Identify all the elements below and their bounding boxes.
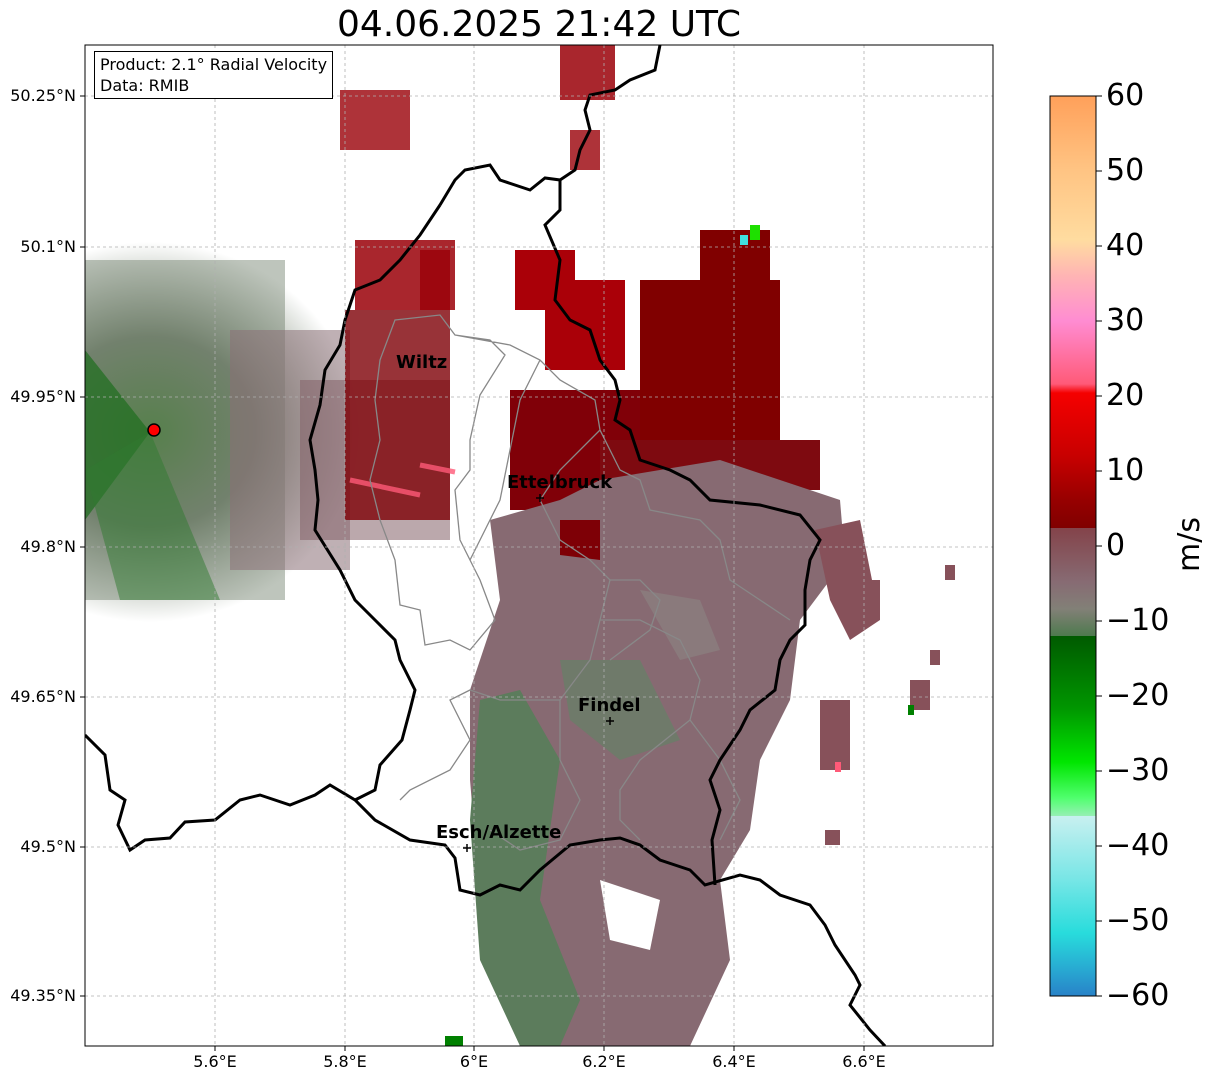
colorbar-tick-label: −50 (1106, 903, 1170, 938)
colorbar (1049, 95, 1097, 997)
canton-boundaries (369, 314, 791, 851)
city-label-esch-alzette: Esch/Alzette (436, 822, 561, 843)
lat-label: 50.25°N (10, 86, 76, 105)
colorbar-tick-label: −20 (1106, 678, 1170, 713)
product-label: Product: 2.1° Radial Velocity (100, 55, 328, 74)
lat-label: 49.95°N (10, 387, 76, 406)
lon-label: 6.6°E (842, 1052, 886, 1071)
lat-label: 49.8°N (20, 537, 76, 556)
lat-label: 49.35°N (10, 986, 76, 1005)
lat-label: 49.5°N (20, 837, 76, 856)
colorbar-tick-label: 20 (1106, 378, 1145, 413)
data-source-label: Data: RMIB (100, 76, 190, 95)
map-title: 04.06.2025 21:42 UTC (336, 4, 742, 45)
colorbar-tick-label: 40 (1106, 228, 1145, 263)
country-border-lux (308, 163, 822, 886)
colorbar-tick-label: −40 (1106, 828, 1170, 863)
colorbar-tick-label: 60 (1106, 78, 1145, 113)
lat-label: 49.65°N (10, 687, 76, 706)
colorbar-tick-label: 10 (1106, 453, 1145, 488)
colorbar-tick-label: 50 (1106, 153, 1145, 188)
city-markers (463, 494, 614, 852)
radar-echo-east (445, 225, 955, 1046)
colorbar-tick-label: 30 (1106, 303, 1145, 338)
radar-streak (349, 462, 456, 498)
lon-label: 5.8°E (323, 1052, 367, 1071)
colorbar-unit-label: m/s (1172, 517, 1207, 572)
product-info-box: Product: 2.1° Radial Velocity Data: RMIB (94, 51, 334, 99)
lon-label: 6.2°E (582, 1052, 626, 1071)
city-label-ettelbruck: Ettelbruck (507, 472, 613, 493)
lon-label: 5.6°E (193, 1052, 237, 1071)
city-label-findel: Findel (578, 695, 641, 716)
colorbar-tick-label: 0 (1106, 528, 1126, 563)
colorbar-ticks (1096, 95, 1102, 997)
axis-ticks (80, 95, 865, 1051)
lon-label: 6°E (459, 1052, 489, 1071)
radar-echo-central (470, 460, 880, 1046)
lat-label: 50.1°N (20, 237, 76, 256)
country-border-east (559, 45, 662, 182)
colorbar-tick-label: −10 (1106, 603, 1170, 638)
radar-site-marker (147, 423, 161, 437)
lon-label: 6.4°E (712, 1052, 756, 1071)
city-label-wiltz: Wiltz (396, 352, 447, 373)
colorbar-tick-label: −60 (1106, 978, 1170, 1013)
colorbar-tick-label: −30 (1106, 753, 1170, 788)
country-border-west (85, 733, 887, 1046)
